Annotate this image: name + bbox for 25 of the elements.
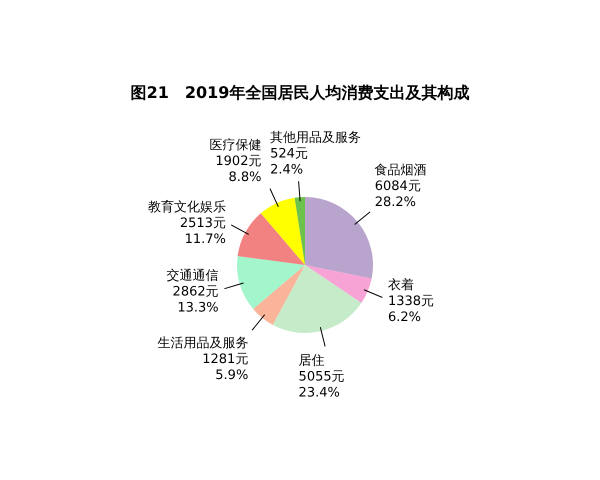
pie-slice (294, 197, 305, 265)
slice-label: 食品烟酒 (374, 163, 427, 178)
pie-slice (272, 265, 362, 333)
data-label: 5055元 23.4% (298, 369, 345, 400)
pie-slice (238, 213, 305, 265)
slice-label: 生活用品及服务 (157, 336, 248, 351)
slice-label: 交通通信 (166, 267, 219, 284)
data-label: 1338元 6.2% (388, 294, 434, 325)
slice-label: 居住 (298, 353, 325, 368)
pie-slice (237, 256, 305, 309)
data-label: 1281元 5.9% (202, 352, 248, 383)
slice-label: 教育文化娱乐 (148, 199, 226, 216)
data-label: 6084元 28.2% (374, 179, 421, 210)
slice-label: 衣着 (388, 276, 414, 293)
pie-slice (253, 265, 305, 325)
chart-title: 图21 2019年全国居民人均消费支出及其构成 (130, 83, 470, 102)
slice-label: 医疗保健 (209, 138, 262, 154)
pie-slice (305, 265, 372, 303)
slice-label: 其他用品及服务 (270, 130, 362, 146)
data-label: 1902元 8.8% (215, 154, 262, 186)
pie-slice (260, 198, 305, 265)
data-label: 2862元 13.3% (172, 284, 219, 316)
pie-slice (305, 197, 373, 279)
data-label: 2513元 11.7% (180, 216, 226, 248)
data-label: 524元 2.4% (270, 146, 308, 178)
